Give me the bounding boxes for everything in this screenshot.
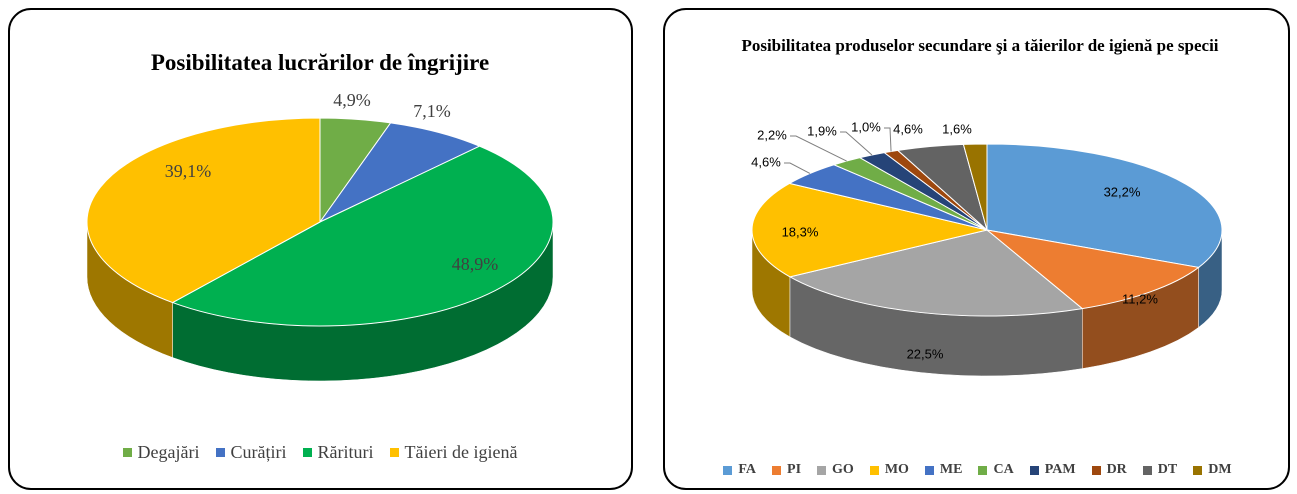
legend-item: Rărituri — [302, 442, 374, 463]
legend-item: ME — [924, 462, 963, 478]
leader-line — [790, 135, 847, 162]
legend-label: FA — [738, 462, 757, 477]
legend-swatch — [869, 465, 879, 475]
legend: Degajări Curățiri Rărituri Tăieri de igienă — [20, 442, 620, 463]
legend-label: PAM — [1044, 462, 1076, 477]
legend-label: GO — [832, 462, 854, 477]
legend-item: GO — [817, 462, 854, 478]
legend-item: DM — [1193, 462, 1232, 478]
data-label: 18,3% — [782, 224, 819, 239]
legend-label: ME — [939, 462, 963, 477]
legend-swatch — [389, 448, 399, 457]
data-label: 4,6% — [751, 154, 781, 169]
data-label: 1,9% — [807, 123, 837, 138]
leader-line — [840, 131, 873, 156]
legend-swatch — [1029, 465, 1039, 475]
legend-swatch — [817, 465, 827, 475]
legend-item: MO — [869, 462, 909, 478]
slice — [962, 143, 988, 231]
legend-label: Rărituri — [317, 442, 374, 462]
legend-item: Tăieri de igienă — [389, 442, 518, 463]
data-label: 1,0% — [851, 119, 881, 134]
legend-swatch — [1142, 465, 1152, 475]
legend-swatch — [215, 448, 225, 457]
data-label: 7,1% — [413, 101, 451, 121]
data-label: 32,2% — [1104, 184, 1141, 199]
slice — [751, 182, 988, 278]
slice — [788, 229, 1084, 317]
data-label: 4,9% — [333, 90, 371, 110]
data-label: 1,6% — [942, 121, 972, 136]
slice — [86, 117, 321, 304]
data-label: 4,6% — [893, 121, 923, 136]
legend-item: DT — [1142, 462, 1178, 478]
leader-line — [784, 162, 811, 174]
legend-swatch — [924, 465, 934, 475]
legend-item: Degajări — [122, 442, 200, 463]
legend-item: PI — [772, 462, 801, 478]
leader-line — [884, 127, 892, 152]
legend-label: DT — [1157, 462, 1178, 477]
slice — [986, 143, 1223, 268]
legend-item: PAM — [1029, 462, 1076, 478]
legend: FA PI GO MO ME CA PAM DR DT DM — [670, 462, 1285, 478]
legend-label: DM — [1208, 462, 1232, 477]
legend-swatch — [723, 465, 733, 475]
legend-label: MO — [884, 462, 909, 477]
legend-label: Curățiri — [230, 442, 287, 462]
legend-label: DR — [1106, 462, 1127, 477]
legend-label: PI — [787, 462, 802, 477]
legend-swatch — [772, 465, 782, 475]
slice — [171, 145, 554, 327]
legend-label: Tăieri de igienă — [404, 442, 518, 462]
legend-swatch — [1091, 465, 1101, 475]
data-label: 11,2% — [1122, 291, 1158, 306]
legend-item: CA — [978, 462, 1014, 478]
legend-item: DR — [1091, 462, 1127, 478]
legend-swatch — [1193, 465, 1203, 475]
chart-title: Posibilitatea lucrărilor de îngrijire — [150, 50, 490, 75]
data-label: 39,1% — [165, 161, 212, 181]
data-label: 2,2% — [757, 127, 787, 142]
data-label: 22,5% — [907, 346, 944, 361]
data-label: 48,9% — [452, 254, 499, 274]
legend-label: Degajări — [137, 442, 200, 462]
legend-swatch — [122, 448, 132, 457]
legend-label: CA — [993, 462, 1014, 477]
legend-item: Curățiri — [215, 442, 287, 463]
legend-item: FA — [723, 462, 756, 478]
chart-title: Posibilitatea produselor secundare şi a … — [741, 36, 1219, 55]
legend-swatch — [978, 465, 988, 475]
slice — [318, 122, 481, 224]
slice — [985, 229, 1200, 310]
legend-swatch — [302, 448, 312, 457]
